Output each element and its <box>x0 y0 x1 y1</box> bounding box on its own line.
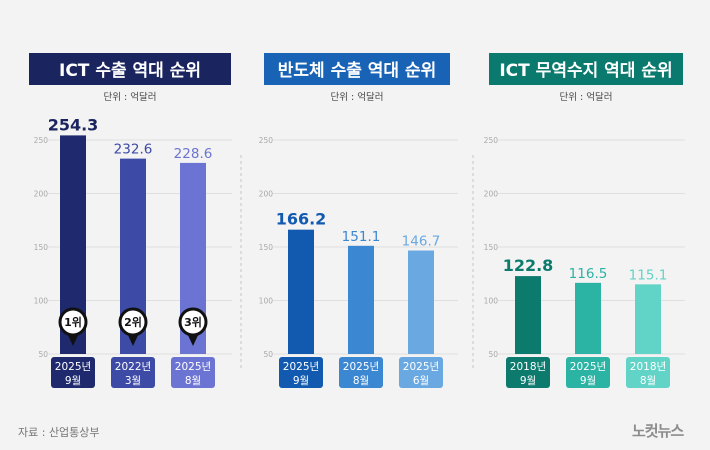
category-label-line2: 9월 <box>520 375 536 387</box>
y-tick-label: 50 <box>38 350 48 359</box>
category-label-box <box>51 357 95 388</box>
category-label-line1: 2025년 <box>570 361 606 373</box>
bar-value-label: 122.8 <box>503 256 554 275</box>
category-label-box <box>626 357 670 388</box>
category-label-box <box>279 357 323 388</box>
category-label-line1: 2022년 <box>115 361 151 373</box>
y-tick-label: 250 <box>259 136 274 145</box>
publisher-logo: 노컷뉴스 <box>632 422 684 440</box>
category-label-box <box>399 357 443 388</box>
category-label-line2: 9월 <box>580 375 596 387</box>
bar-value-label: 232.6 <box>114 142 153 158</box>
category-label-box <box>566 357 610 388</box>
chart-title: 반도체 수출 역대 순위 <box>278 61 437 81</box>
chart-title: ICT 수출 역대 순위 <box>59 61 201 81</box>
category-label-box <box>111 357 155 388</box>
bar-value-label: 254.3 <box>48 115 99 134</box>
rank-badge-label: 2위 <box>124 316 142 329</box>
bar-value-label: 151.1 <box>342 229 381 245</box>
unit-label: 단위 : 억달러 <box>331 91 384 103</box>
category-label-box <box>339 357 383 388</box>
category-label-box <box>506 357 550 388</box>
category-label-line1: 2018년 <box>510 361 546 373</box>
rank-pin <box>178 307 208 337</box>
unit-label: 단위 : 억달러 <box>560 91 613 103</box>
rank-badge-label: 1위 <box>64 316 82 329</box>
unit-label: 단위 : 억달러 <box>104 91 157 103</box>
bar <box>635 284 661 354</box>
category-label-line2: 3월 <box>125 375 141 387</box>
y-tick-label: 150 <box>259 243 274 252</box>
category-label-box <box>171 357 215 388</box>
bar-value-label: 166.2 <box>276 210 327 229</box>
category-label-line2: 8월 <box>640 375 656 387</box>
category-label-line2: 8월 <box>185 375 201 387</box>
y-tick-label: 150 <box>484 243 499 252</box>
category-label-line1: 2025년 <box>343 361 379 373</box>
rank-pin <box>118 307 148 337</box>
bar <box>515 276 541 354</box>
category-label-line2: 6월 <box>413 375 429 387</box>
category-label-line2: 9월 <box>293 375 309 387</box>
y-tick-label: 250 <box>484 136 499 145</box>
category-label-line1: 2025년 <box>403 361 439 373</box>
rank-pin <box>58 307 88 337</box>
y-tick-label: 250 <box>34 136 49 145</box>
bar <box>348 245 374 354</box>
chart-title: ICT 무역수지 역대 순위 <box>499 61 672 81</box>
y-tick-label: 50 <box>263 350 273 359</box>
bar <box>288 229 314 354</box>
category-label-line1: 2025년 <box>283 361 319 373</box>
category-label-line1: 2025년 <box>55 361 91 373</box>
y-tick-label: 100 <box>484 297 499 306</box>
rank-badge-label: 3위 <box>184 316 202 329</box>
bar-value-label: 116.5 <box>569 266 608 282</box>
y-tick-label: 50 <box>488 350 498 359</box>
category-label-line1: 2018년 <box>630 361 666 373</box>
chart-title-banner <box>489 53 683 85</box>
y-tick-label: 150 <box>34 243 49 252</box>
bar <box>408 250 434 354</box>
bar-value-label: 146.7 <box>402 234 441 250</box>
category-label-line2: 8월 <box>353 375 369 387</box>
bar-value-label: 115.1 <box>629 267 668 283</box>
bar <box>575 282 601 354</box>
source-note: 자료 : 산업통상부 <box>18 426 100 439</box>
category-label-line1: 2025년 <box>175 361 211 373</box>
y-tick-label: 200 <box>34 190 49 199</box>
y-tick-label: 100 <box>259 297 274 306</box>
y-tick-label: 200 <box>484 190 499 199</box>
y-tick-label: 200 <box>259 190 274 199</box>
chart-title-banner <box>264 53 450 85</box>
y-tick-label: 100 <box>34 297 49 306</box>
category-label-line2: 9월 <box>65 375 81 387</box>
bar-value-label: 228.6 <box>174 146 213 162</box>
chart-title-banner <box>29 53 231 85</box>
